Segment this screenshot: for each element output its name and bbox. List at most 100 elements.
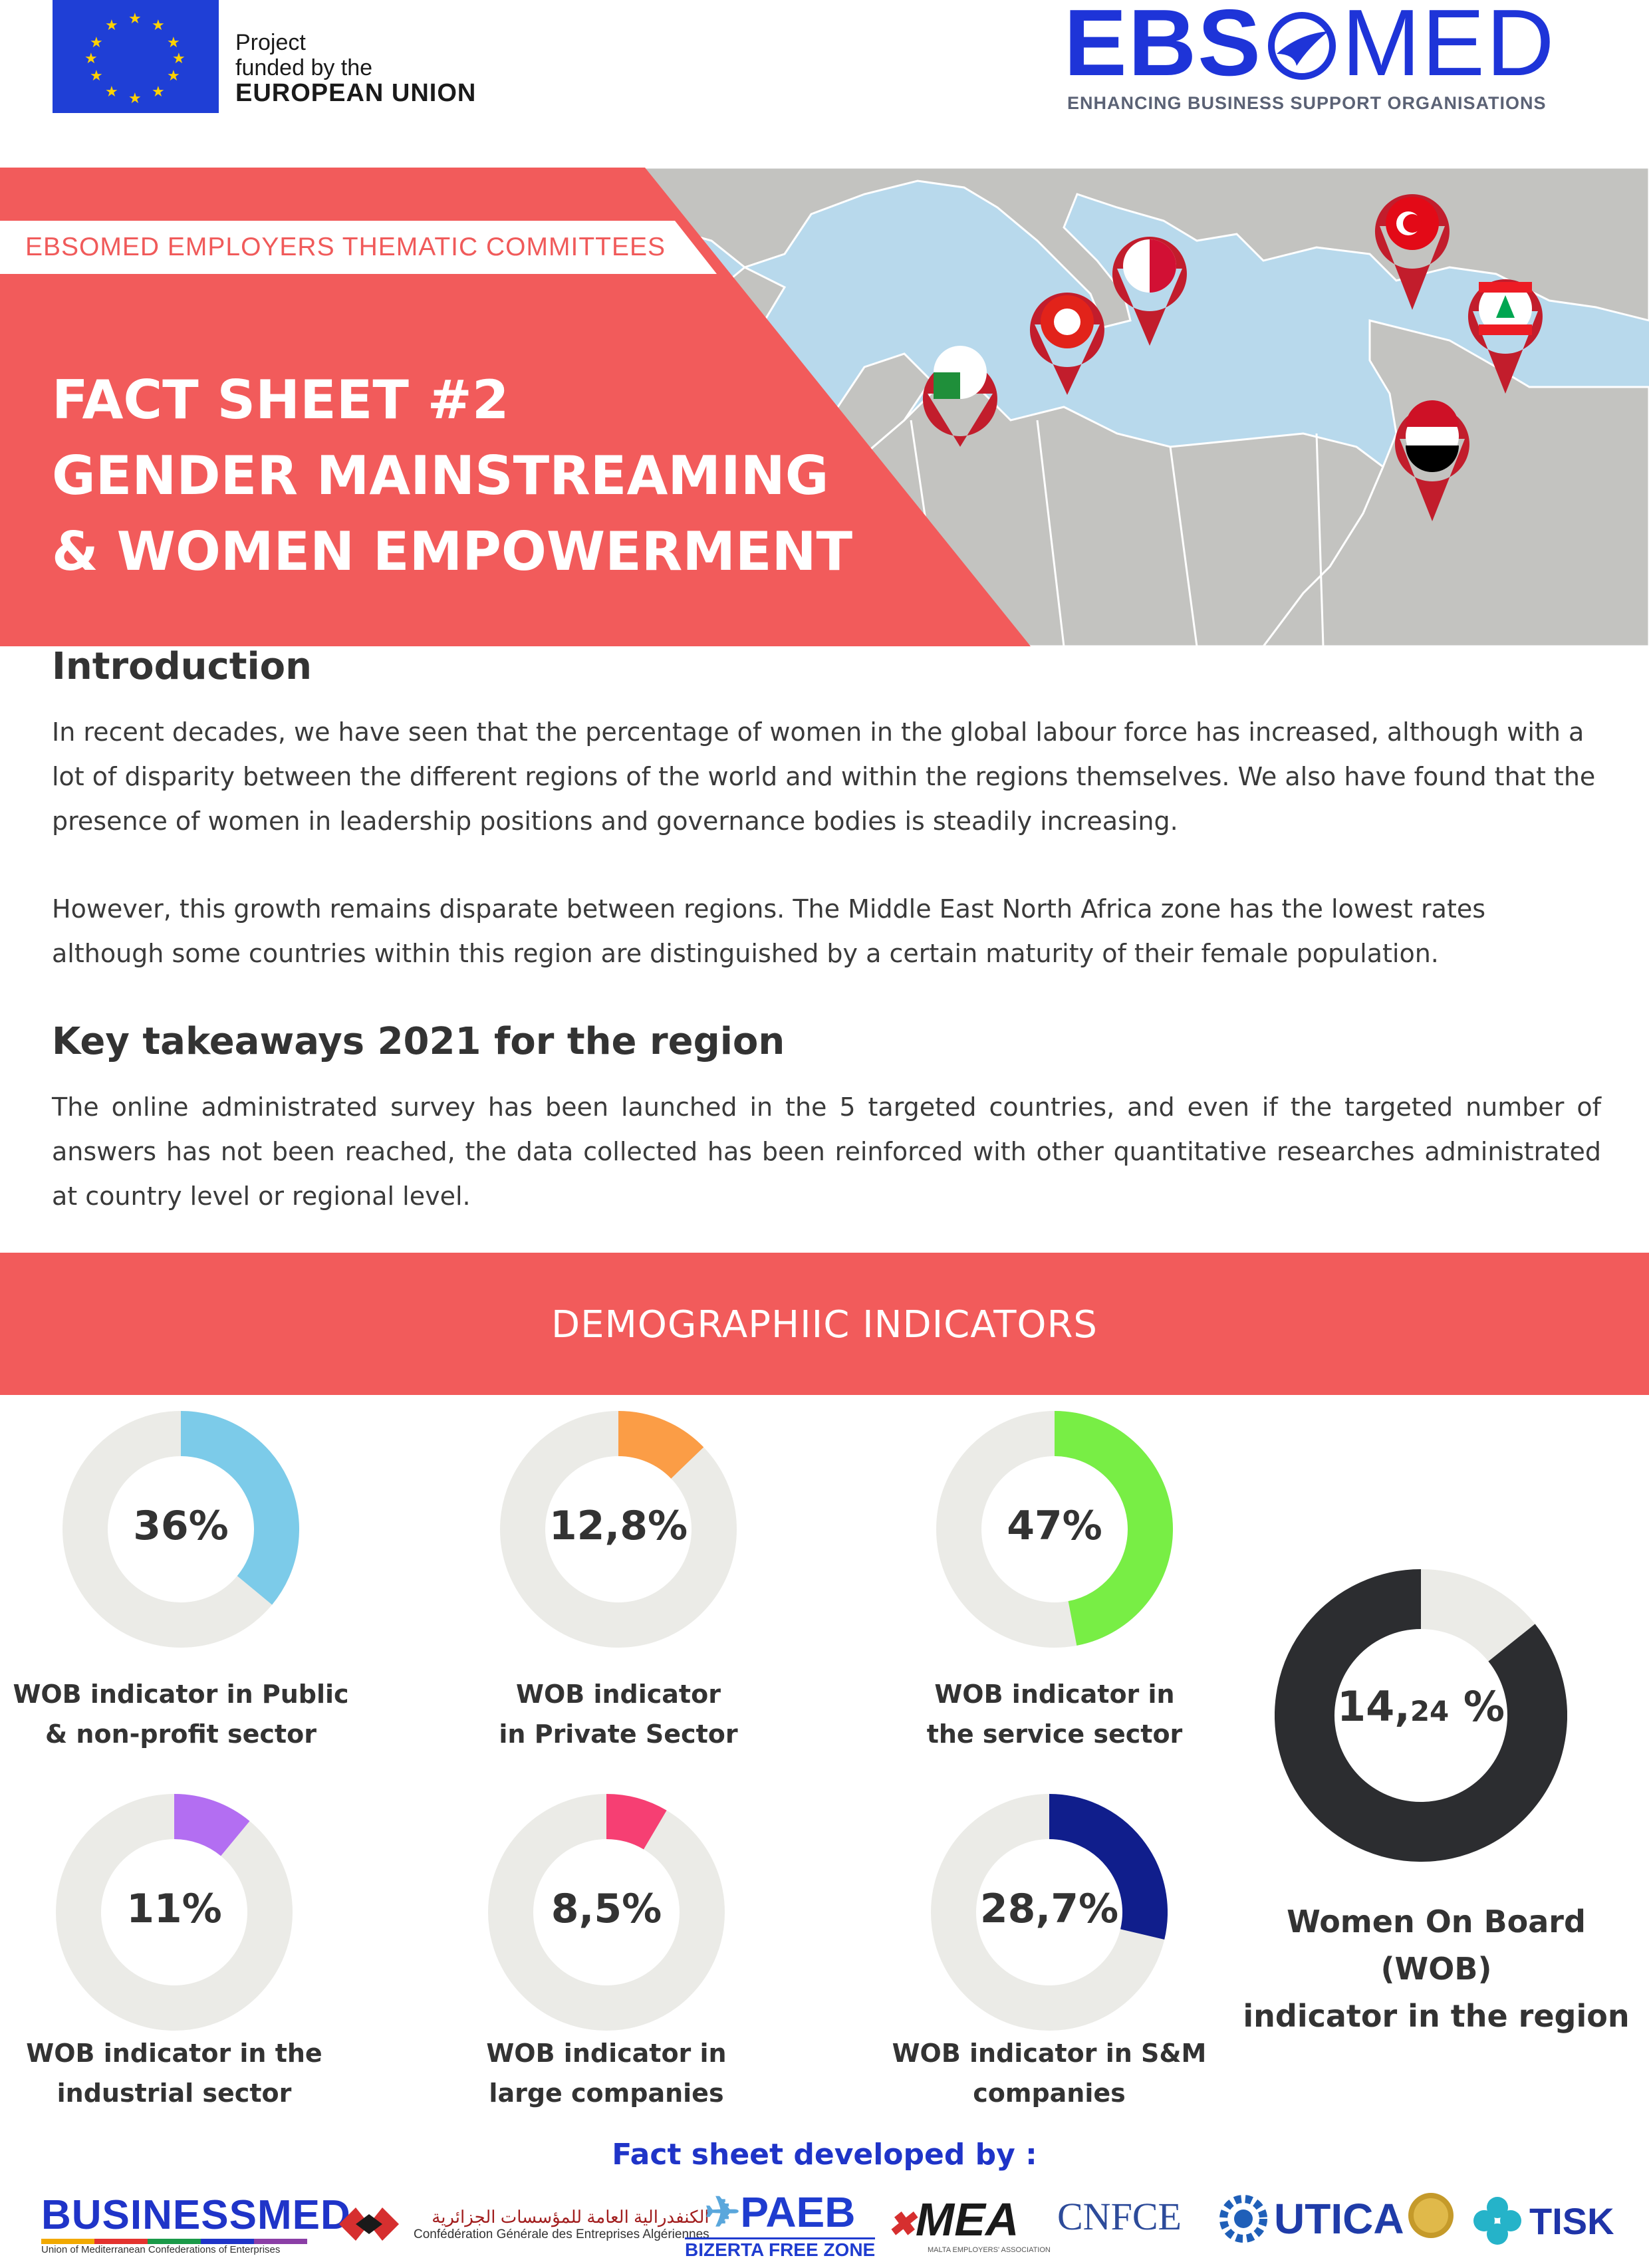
pin-algeria-icon [922,346,997,447]
indicator-label: WOB indicator in S&M companies [863,2033,1235,2113]
overall-wob-donut [1275,1569,1567,1862]
mea-sub: MALTA EMPLOYERS' ASSOCIATION [928,2246,1051,2254]
donut-segment [605,1794,667,1850]
indicator-donut-chart [936,1411,1173,1648]
indicator-value: 47% [1007,1503,1102,1549]
businessmed-logo: BUSINESSMED Union of Mediterranean Confe… [41,2192,351,2255]
intro-paragraph-1: In recent decades, we have seen that the… [52,717,1596,836]
pin-egypt-icon [1394,400,1469,521]
title-line-1: FACT SHEET #2 [52,369,509,431]
takeaways-heading: Key takeaways 2021 for the region [52,1020,785,1063]
hero-banner [0,168,1649,646]
indicator-label: WOB indicator in large companies [420,2033,793,2113]
bird-logo-icon [1267,12,1336,80]
intro-paragraph-2: However, this growth remains disparate b… [52,894,1486,968]
indicator-label: WOB indicator in the service sector [868,1674,1241,1754]
mea-name: MEA [915,2194,1019,2245]
eu-flag: ★ ★ ★ ★ ★ ★ ★ ★ ★ ★ ★ ★ [53,0,219,113]
indicator-donut-chart [500,1411,737,1648]
paeb-text: PAEB [740,2188,856,2236]
eu-line-1: Project [235,30,306,55]
pin-malta-icon [1112,237,1187,346]
eu-funding-text: Project funded by the EUROPEAN UNION [235,30,476,106]
overall-wob-label: Women On Board (WOB) indicator in the re… [1230,1898,1642,2040]
overall-label-line-3: indicator in the region [1243,1998,1630,2034]
indicator-label-line-1: WOB indicator in Public [13,1680,349,1709]
indicator-label-line-1: WOB indicator [516,1680,721,1709]
indicator-value: 11% [126,1886,222,1932]
mea-cross-icon: ✖ [888,2205,916,2243]
indicator-label: WOB indicator in the industrial sector [0,2033,360,2113]
indicator-donut-chart [56,1794,293,2031]
utica-logo: UTICA [1217,2189,1458,2249]
indicator-donut-chart [488,1794,725,2031]
pin-tunisia-icon [1029,293,1104,395]
indicator-value: 36% [133,1503,229,1549]
indicator-label-line-2: industrial sector [57,2079,292,2108]
indicator-label-line-2: companies [973,2079,1126,2108]
indicator-label-line-2: large companies [489,2079,724,2108]
nobel-prize-medal-icon [1408,2193,1454,2238]
indicator-label: WOB indicator in Private Sector [432,1674,805,1754]
indicator-label-line-2: the service sector [926,1719,1183,1749]
cnfce-name: CNFCE [1057,2195,1182,2238]
eu-line-2: funded by the [235,55,373,80]
businessmed-name: BUSINESSMED [41,2192,351,2238]
indicator-donut-chart [63,1411,299,1648]
eu-line-3: EUROPEAN UNION [235,79,477,107]
paeb-sub: BIZERTA FREE ZONE [685,2237,876,2261]
indicator-label-line-2: in Private Sector [499,1719,738,1749]
indicator-label-line-1: WOB indicator in [934,1680,1175,1709]
indicator-label-line-1: WOB indicator in S&M [892,2039,1207,2068]
paeb-logo: ✈PAEB BIZERTA FREE ZONE [685,2188,876,2261]
overall-value-suffix: % [1449,1682,1505,1731]
cgea-name-ar: الكنفدرالية العامة للمؤسسات الجزائرية [432,2206,709,2227]
developed-by: Fact sheet developed by : [612,2138,1037,2172]
takeaways-paragraph: The online administrated survey has been… [52,1092,1601,1211]
logo-part-1: EBS [1064,0,1262,96]
indicator-value: 8,5% [551,1886,662,1932]
donut-segment [173,1794,250,1856]
utica-gear-icon [1219,2195,1267,2243]
donut-segment [617,1411,704,1479]
overall-donut-segment [1275,1569,1567,1862]
mediterranean-map [0,168,1649,646]
demographics-title: DEMOGRAPHIIC INDICATORS [551,1303,1098,1346]
cgea-emblem-icon [339,2207,399,2241]
banner-title: FACT SHEET #2 GENDER MAINSTREAMING & WOM… [52,362,852,590]
indicator-value: 28,7% [979,1886,1119,1932]
tisk-name: TISK [1529,2200,1614,2242]
donut-segment [1054,1411,1173,1646]
utica-name: UTICA [1274,2195,1404,2243]
title-line-3: & WOMEN EMPOWERMENT [52,521,853,582]
overall-wob-value: 14,24 % [1275,1682,1567,1731]
demographics-band [0,1253,1649,1395]
indicator-label-line-1: WOB indicator in [486,2039,727,2068]
overall-label-line-2: (WOB) [1380,1951,1492,1987]
indicator-value: 12,8% [549,1503,688,1549]
logo-tagline: ENHANCING BUSINESS SUPPORT ORGANISATIONS [1067,93,1547,113]
mea-logo: ✖MEA MALTA EMPLOYERS' ASSOCIATION [888,2193,1051,2254]
pin-lebanon-icon [1467,279,1543,394]
indicator-label: WOB indicator in Public & non-profit sect… [0,1674,367,1754]
cgea-name: Confédération Générale des Entreprises A… [414,2227,709,2241]
tisk-logo: TISK [1471,2194,1614,2247]
overall-value-main: 14, [1336,1682,1410,1731]
banner-label: EBSOMED EMPLOYERS THEMATIC COMMITTEES [25,233,666,261]
ebsomed-logo: EBS MED [1064,0,1556,90]
tisk-flower-icon [1473,2197,1521,2245]
donut-segment [1049,1794,1168,1940]
overall-value-decimal: 24 [1410,1695,1450,1727]
pin-turkey-icon [1374,194,1450,310]
indicator-label-line-2: & non-profit sector [45,1719,317,1749]
cnfce-logo: CNFCE [1057,2194,1182,2239]
intro-heading: Introduction [52,645,313,688]
cgea-logo: الكنفدرالية العامة للمؤسسات الجزائرية Co… [332,2201,709,2247]
paeb-name: ✈PAEB [704,2188,856,2236]
indicator-donut-chart [931,1794,1168,2031]
donut-segment [180,1411,299,1605]
businessmed-sub: Union of Mediterranean Confederations of… [41,2244,281,2255]
logo-part-2: MED [1341,0,1556,96]
indicator-label-line-1: WOB indicator in the [26,2039,322,2068]
overall-label-line-1: Women On Board [1287,1904,1586,1940]
